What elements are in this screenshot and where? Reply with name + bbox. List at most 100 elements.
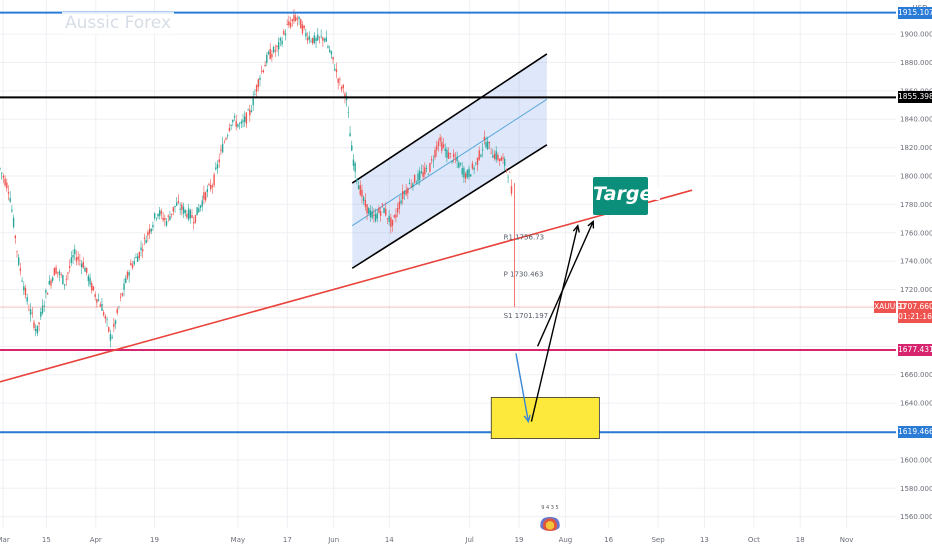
candle-body bbox=[23, 286, 25, 291]
candle-body bbox=[368, 207, 370, 214]
candle-body bbox=[128, 272, 130, 276]
candle-body bbox=[72, 255, 74, 258]
time-tick: 19 bbox=[150, 536, 159, 544]
candle-body bbox=[468, 168, 470, 177]
time-tick: Oct bbox=[748, 536, 760, 544]
candle-body bbox=[186, 214, 188, 218]
price-tick: 1900.000 bbox=[900, 31, 932, 39]
channel-middle-line bbox=[351, 98, 548, 227]
candle-body bbox=[164, 217, 166, 221]
trendline[interactable] bbox=[0, 189, 693, 383]
candle-body bbox=[169, 216, 171, 221]
candle-body bbox=[425, 168, 428, 169]
candle-body bbox=[133, 261, 135, 265]
candle-body bbox=[255, 85, 258, 92]
candle-body bbox=[283, 31, 285, 35]
candle-body bbox=[260, 71, 263, 72]
candle-body bbox=[181, 204, 183, 210]
level-price-label: 1619.466 bbox=[898, 426, 932, 439]
price-tick: 1820.000 bbox=[900, 144, 932, 152]
candle-body bbox=[413, 174, 416, 183]
candle-body bbox=[303, 25, 305, 29]
candle-body bbox=[502, 157, 504, 160]
candle-body bbox=[46, 292, 49, 295]
candle-body bbox=[138, 251, 141, 258]
candle-body bbox=[29, 309, 32, 315]
candle-body bbox=[77, 256, 79, 260]
candle-body bbox=[157, 213, 159, 217]
level-price-label: 1855.398 bbox=[898, 91, 932, 104]
time-axis[interactable]: Mar 15 Apr 19 May 17 Jun 14 Jul 19 Aug 16 Sep 13 Oct 18… bbox=[0, 528, 932, 550]
candle-body bbox=[218, 159, 220, 163]
candle-body bbox=[172, 206, 175, 212]
candle-body bbox=[417, 173, 419, 182]
candle-body bbox=[140, 247, 142, 251]
current-price-label: 1707.660 01:21:16 bbox=[898, 301, 932, 324]
countdown-label: 01:21:16 bbox=[898, 312, 932, 322]
candle-body bbox=[45, 290, 47, 293]
candle-body bbox=[123, 283, 125, 290]
candle-body bbox=[94, 294, 96, 297]
candle-body bbox=[155, 218, 158, 220]
candle-body bbox=[99, 304, 101, 307]
candle-body bbox=[379, 211, 382, 216]
candle-body bbox=[362, 197, 365, 201]
candle-body bbox=[227, 135, 229, 136]
price-channel[interactable] bbox=[351, 53, 548, 269]
candle-body bbox=[17, 257, 20, 265]
level-price-label: 1915.107 bbox=[898, 6, 932, 19]
candle-body bbox=[79, 260, 81, 261]
candle-body bbox=[51, 277, 54, 281]
candle-body bbox=[267, 51, 270, 55]
candle-body bbox=[4, 178, 6, 186]
candle-body bbox=[191, 215, 193, 218]
projection-arrows[interactable] bbox=[515, 219, 595, 424]
candle-body bbox=[221, 143, 224, 153]
candle-body bbox=[446, 149, 448, 158]
candle-body bbox=[84, 267, 86, 272]
time-tick: 15 bbox=[42, 536, 51, 544]
candle-body bbox=[405, 190, 407, 195]
candle-body bbox=[114, 320, 117, 324]
time-tick: 17 bbox=[283, 536, 292, 544]
candle-body bbox=[89, 277, 91, 285]
candle-body bbox=[340, 86, 343, 90]
time-tick: 14 bbox=[385, 536, 394, 544]
time-axis-bg bbox=[0, 528, 932, 550]
candle-body bbox=[441, 141, 443, 151]
candle-body bbox=[349, 133, 351, 137]
price-axis[interactable]: USD1560.0001580.0001600.0001620.0001640.… bbox=[896, 0, 932, 550]
price-tick: 1580.000 bbox=[900, 485, 932, 493]
candle-body bbox=[266, 54, 268, 64]
candle-body bbox=[6, 182, 8, 189]
candle-body bbox=[301, 24, 304, 34]
target-badge: Target bbox=[593, 177, 661, 215]
candle-body bbox=[196, 207, 198, 216]
candle-body bbox=[456, 156, 458, 162]
price-tick: 1720.000 bbox=[900, 286, 932, 294]
candle-body bbox=[40, 312, 42, 317]
candle-body bbox=[483, 136, 486, 140]
time-tick: Jun bbox=[327, 536, 339, 544]
candle-body bbox=[313, 35, 316, 44]
candle-body bbox=[439, 137, 441, 142]
candle-body bbox=[136, 256, 139, 262]
candle-body bbox=[225, 138, 227, 140]
channel-upper-line bbox=[351, 53, 548, 184]
candle-body bbox=[317, 34, 319, 41]
candle-body bbox=[162, 217, 164, 221]
candle-body bbox=[481, 149, 484, 151]
candle-body bbox=[432, 160, 435, 162]
candle-body bbox=[63, 284, 66, 286]
candle-body bbox=[193, 222, 195, 224]
candle-body bbox=[444, 148, 446, 151]
candle-body bbox=[213, 174, 215, 186]
candle-body bbox=[351, 145, 353, 151]
candle-body bbox=[97, 299, 100, 301]
buy-zone[interactable] bbox=[490, 397, 600, 439]
candle-body bbox=[436, 145, 438, 151]
candle-body bbox=[400, 200, 402, 204]
candle-body bbox=[274, 50, 276, 52]
